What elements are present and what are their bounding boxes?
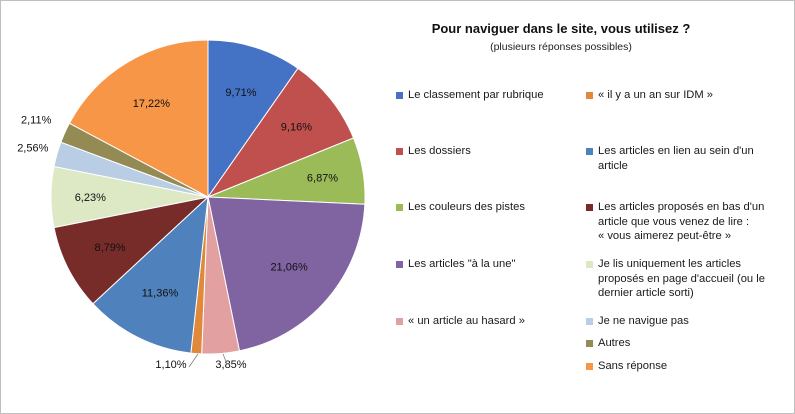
legend-item: Le classement par rubrique <box>396 88 544 103</box>
legend-swatch <box>586 148 593 155</box>
legend-swatch <box>586 363 593 370</box>
legend-item: Sans réponse <box>586 359 667 374</box>
slice-value-label: 3,85% <box>215 359 246 371</box>
legend-label: Les articles "à la une" <box>408 258 516 270</box>
legend-label: Je lis uniquement les articles proposés … <box>598 258 765 299</box>
legend-item: Les couleurs des pistes <box>396 200 525 215</box>
legend-label: Les articles en lien au sein d'un articl… <box>598 145 754 172</box>
pie-slice <box>53 196 210 305</box>
leader-line <box>222 353 228 365</box>
legend-item: Les articles "à la une" <box>396 257 515 272</box>
legend-item: Autres <box>586 336 630 351</box>
legend-label: Les dossiers <box>408 145 471 157</box>
slice-value-label: 9,16% <box>281 122 312 134</box>
slice-value-label: 1,10% <box>155 359 186 371</box>
legend-label: Autres <box>598 337 631 349</box>
legend-swatch <box>396 92 403 99</box>
legend-label: « un article au hasard » <box>408 315 525 327</box>
legend-label: Les couleurs des pistes <box>408 201 525 213</box>
legend-item: Les articles proposés en bas d'un articl… <box>586 200 764 244</box>
pie-slice <box>206 67 355 199</box>
slice-value-label: 6,87% <box>307 172 338 184</box>
legend-item: « il y a un an sur IDM » <box>586 88 713 103</box>
legend-label: Les articles proposés en bas d'un articl… <box>598 201 765 242</box>
legend-swatch <box>396 204 403 211</box>
legend-label: Je ne navigue pas <box>598 315 689 327</box>
legend-swatch <box>586 92 593 99</box>
legend-swatch <box>586 261 593 268</box>
leader-line <box>188 353 199 368</box>
slice-value-label: 6,23% <box>75 192 106 204</box>
chart-title: Pour naviguer dans le site, vous utilise… <box>431 21 691 36</box>
legend-item: « un article au hasard » <box>396 314 525 329</box>
legend-item: Je ne navigue pas <box>586 314 689 329</box>
legend-swatch <box>396 148 403 155</box>
legend-item: Je lis uniquement les articles proposés … <box>586 257 765 301</box>
slice-value-label: 8,79% <box>94 242 125 254</box>
chart-subtitle: (plusieurs réponses possibles) <box>490 41 632 53</box>
legend-label: Sans réponse <box>598 360 668 372</box>
legend-item: Les dossiers <box>396 144 471 159</box>
slice-value-label: 2,56% <box>17 142 48 154</box>
legend-swatch <box>586 318 593 325</box>
slice-value-label: 11,36% <box>142 287 179 299</box>
legend-swatch <box>396 318 403 325</box>
legend-swatch <box>586 340 593 347</box>
pie-slice <box>68 39 209 198</box>
legend-label: Le classement par rubrique <box>408 89 544 101</box>
pie-slice <box>207 39 299 199</box>
slice-value-label: 21,06% <box>270 261 308 273</box>
slice-value-label: 2,11% <box>21 115 52 127</box>
legend-item: Les articles en lien au sein d'un articl… <box>586 144 754 173</box>
pie-slice <box>207 196 366 352</box>
legend-label: « il y a un an sur IDM » <box>598 89 714 101</box>
pie-slice <box>92 195 209 354</box>
legend-swatch <box>586 204 593 211</box>
slice-value-label: 9,71% <box>225 87 256 99</box>
slice-value-label: 17,22% <box>133 98 171 110</box>
legend-swatch <box>396 261 403 268</box>
